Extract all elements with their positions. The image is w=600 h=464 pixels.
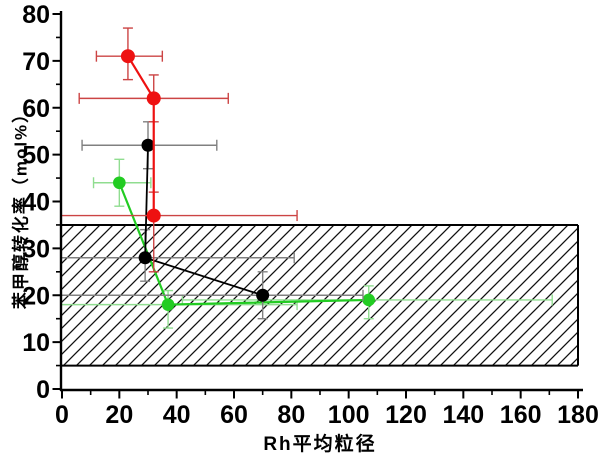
x-tick-label: 40 [163,401,191,429]
red-series [62,27,298,273]
y-tick-label: 40 [22,189,50,217]
x-tick-label: 20 [105,401,133,429]
y-tick-label: 60 [22,95,50,123]
data-point-marker [362,293,376,307]
y-tick-label: 70 [22,48,50,76]
black-series [62,121,364,320]
x-tick-label: 120 [385,401,427,429]
data-point-marker [146,91,161,106]
x-tick-label: 80 [277,401,305,429]
x-tick-label: 180 [557,401,599,429]
data-point-marker [113,176,126,190]
y-tick-label: 80 [22,1,50,29]
data-point-marker [120,49,135,64]
x-tick-label: 60 [220,401,248,429]
y-tick-label: 30 [22,235,50,263]
data-point-marker [146,208,161,223]
x-tick-label: 100 [328,401,370,429]
y-tick-label: 20 [22,282,50,310]
x-axis-title: Rh平均粒径 [263,434,377,455]
green-series [62,158,553,329]
x-tick-label: 160 [500,401,542,429]
y-tick-label: 0 [36,376,50,404]
y-axis-title: 苯甲醇转化率（mol%） [11,103,31,310]
y-tick-label: 10 [22,329,50,357]
data-point-marker [138,251,152,265]
data-point-marker [141,138,155,152]
data-point-marker [161,298,175,311]
x-tick-label: 140 [442,401,484,429]
data-point-marker [256,288,270,302]
x-tick-label: 0 [55,401,69,429]
y-tick-label: 50 [22,142,50,170]
